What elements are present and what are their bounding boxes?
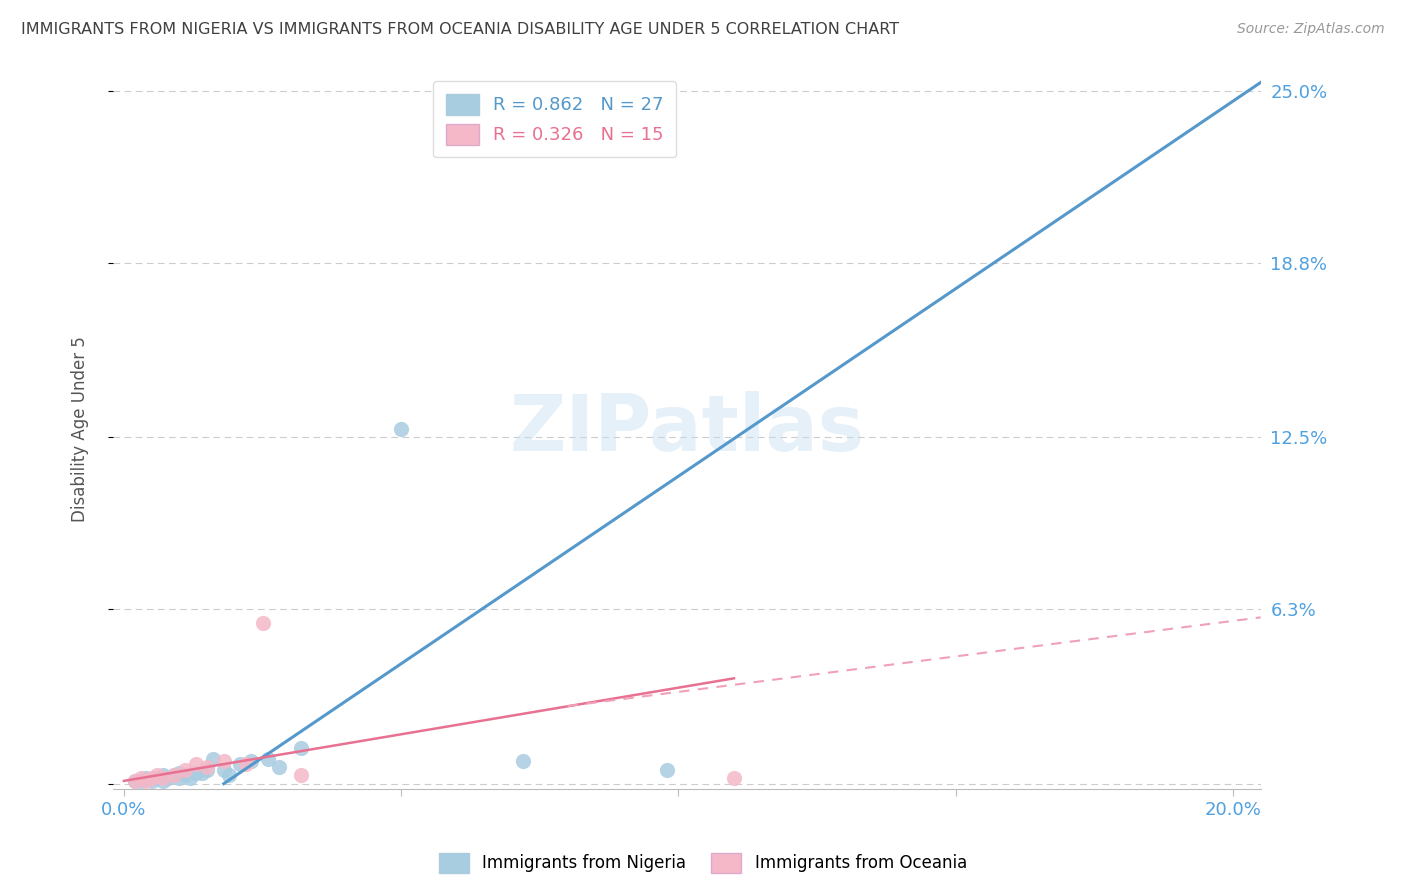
Point — [190, 765, 212, 780]
Legend: Immigrants from Nigeria, Immigrants from Oceania: Immigrants from Nigeria, Immigrants from… — [433, 847, 973, 880]
Point — [290, 740, 312, 755]
Point — [201, 752, 224, 766]
Point — [269, 760, 291, 774]
Point — [179, 771, 201, 785]
Point — [141, 771, 163, 785]
Point — [657, 763, 679, 777]
Point — [152, 773, 174, 788]
Y-axis label: Disability Age Under 5: Disability Age Under 5 — [72, 336, 89, 522]
Point — [252, 615, 274, 630]
Point — [163, 768, 186, 782]
Point — [169, 771, 191, 785]
Point — [157, 771, 180, 785]
Point — [163, 768, 186, 782]
Text: Source: ZipAtlas.com: Source: ZipAtlas.com — [1237, 22, 1385, 37]
Point — [174, 763, 197, 777]
Point — [229, 757, 252, 772]
Text: ZIPatlas: ZIPatlas — [509, 391, 865, 467]
Point — [169, 765, 191, 780]
Point — [240, 755, 263, 769]
Point — [174, 768, 197, 782]
Point — [218, 768, 240, 782]
Point — [141, 773, 163, 788]
Point — [512, 755, 534, 769]
Point — [389, 422, 412, 436]
Point — [146, 768, 169, 782]
Point — [257, 752, 280, 766]
Point — [135, 771, 157, 785]
Point — [152, 768, 174, 782]
Point — [146, 771, 169, 785]
Point — [152, 771, 174, 785]
Legend: R = 0.862   N = 27, R = 0.326   N = 15: R = 0.862 N = 27, R = 0.326 N = 15 — [433, 81, 676, 157]
Point — [124, 773, 146, 788]
Point — [129, 771, 152, 785]
Point — [135, 773, 157, 788]
Point — [195, 760, 218, 774]
Point — [212, 755, 235, 769]
Point — [129, 773, 152, 788]
Point — [723, 771, 745, 785]
Text: IMMIGRANTS FROM NIGERIA VS IMMIGRANTS FROM OCEANIA DISABILITY AGE UNDER 5 CORREL: IMMIGRANTS FROM NIGERIA VS IMMIGRANTS FR… — [21, 22, 900, 37]
Point — [290, 768, 312, 782]
Point — [212, 763, 235, 777]
Point — [184, 765, 207, 780]
Point — [195, 763, 218, 777]
Point — [235, 757, 257, 772]
Point — [124, 773, 146, 788]
Point — [184, 757, 207, 772]
